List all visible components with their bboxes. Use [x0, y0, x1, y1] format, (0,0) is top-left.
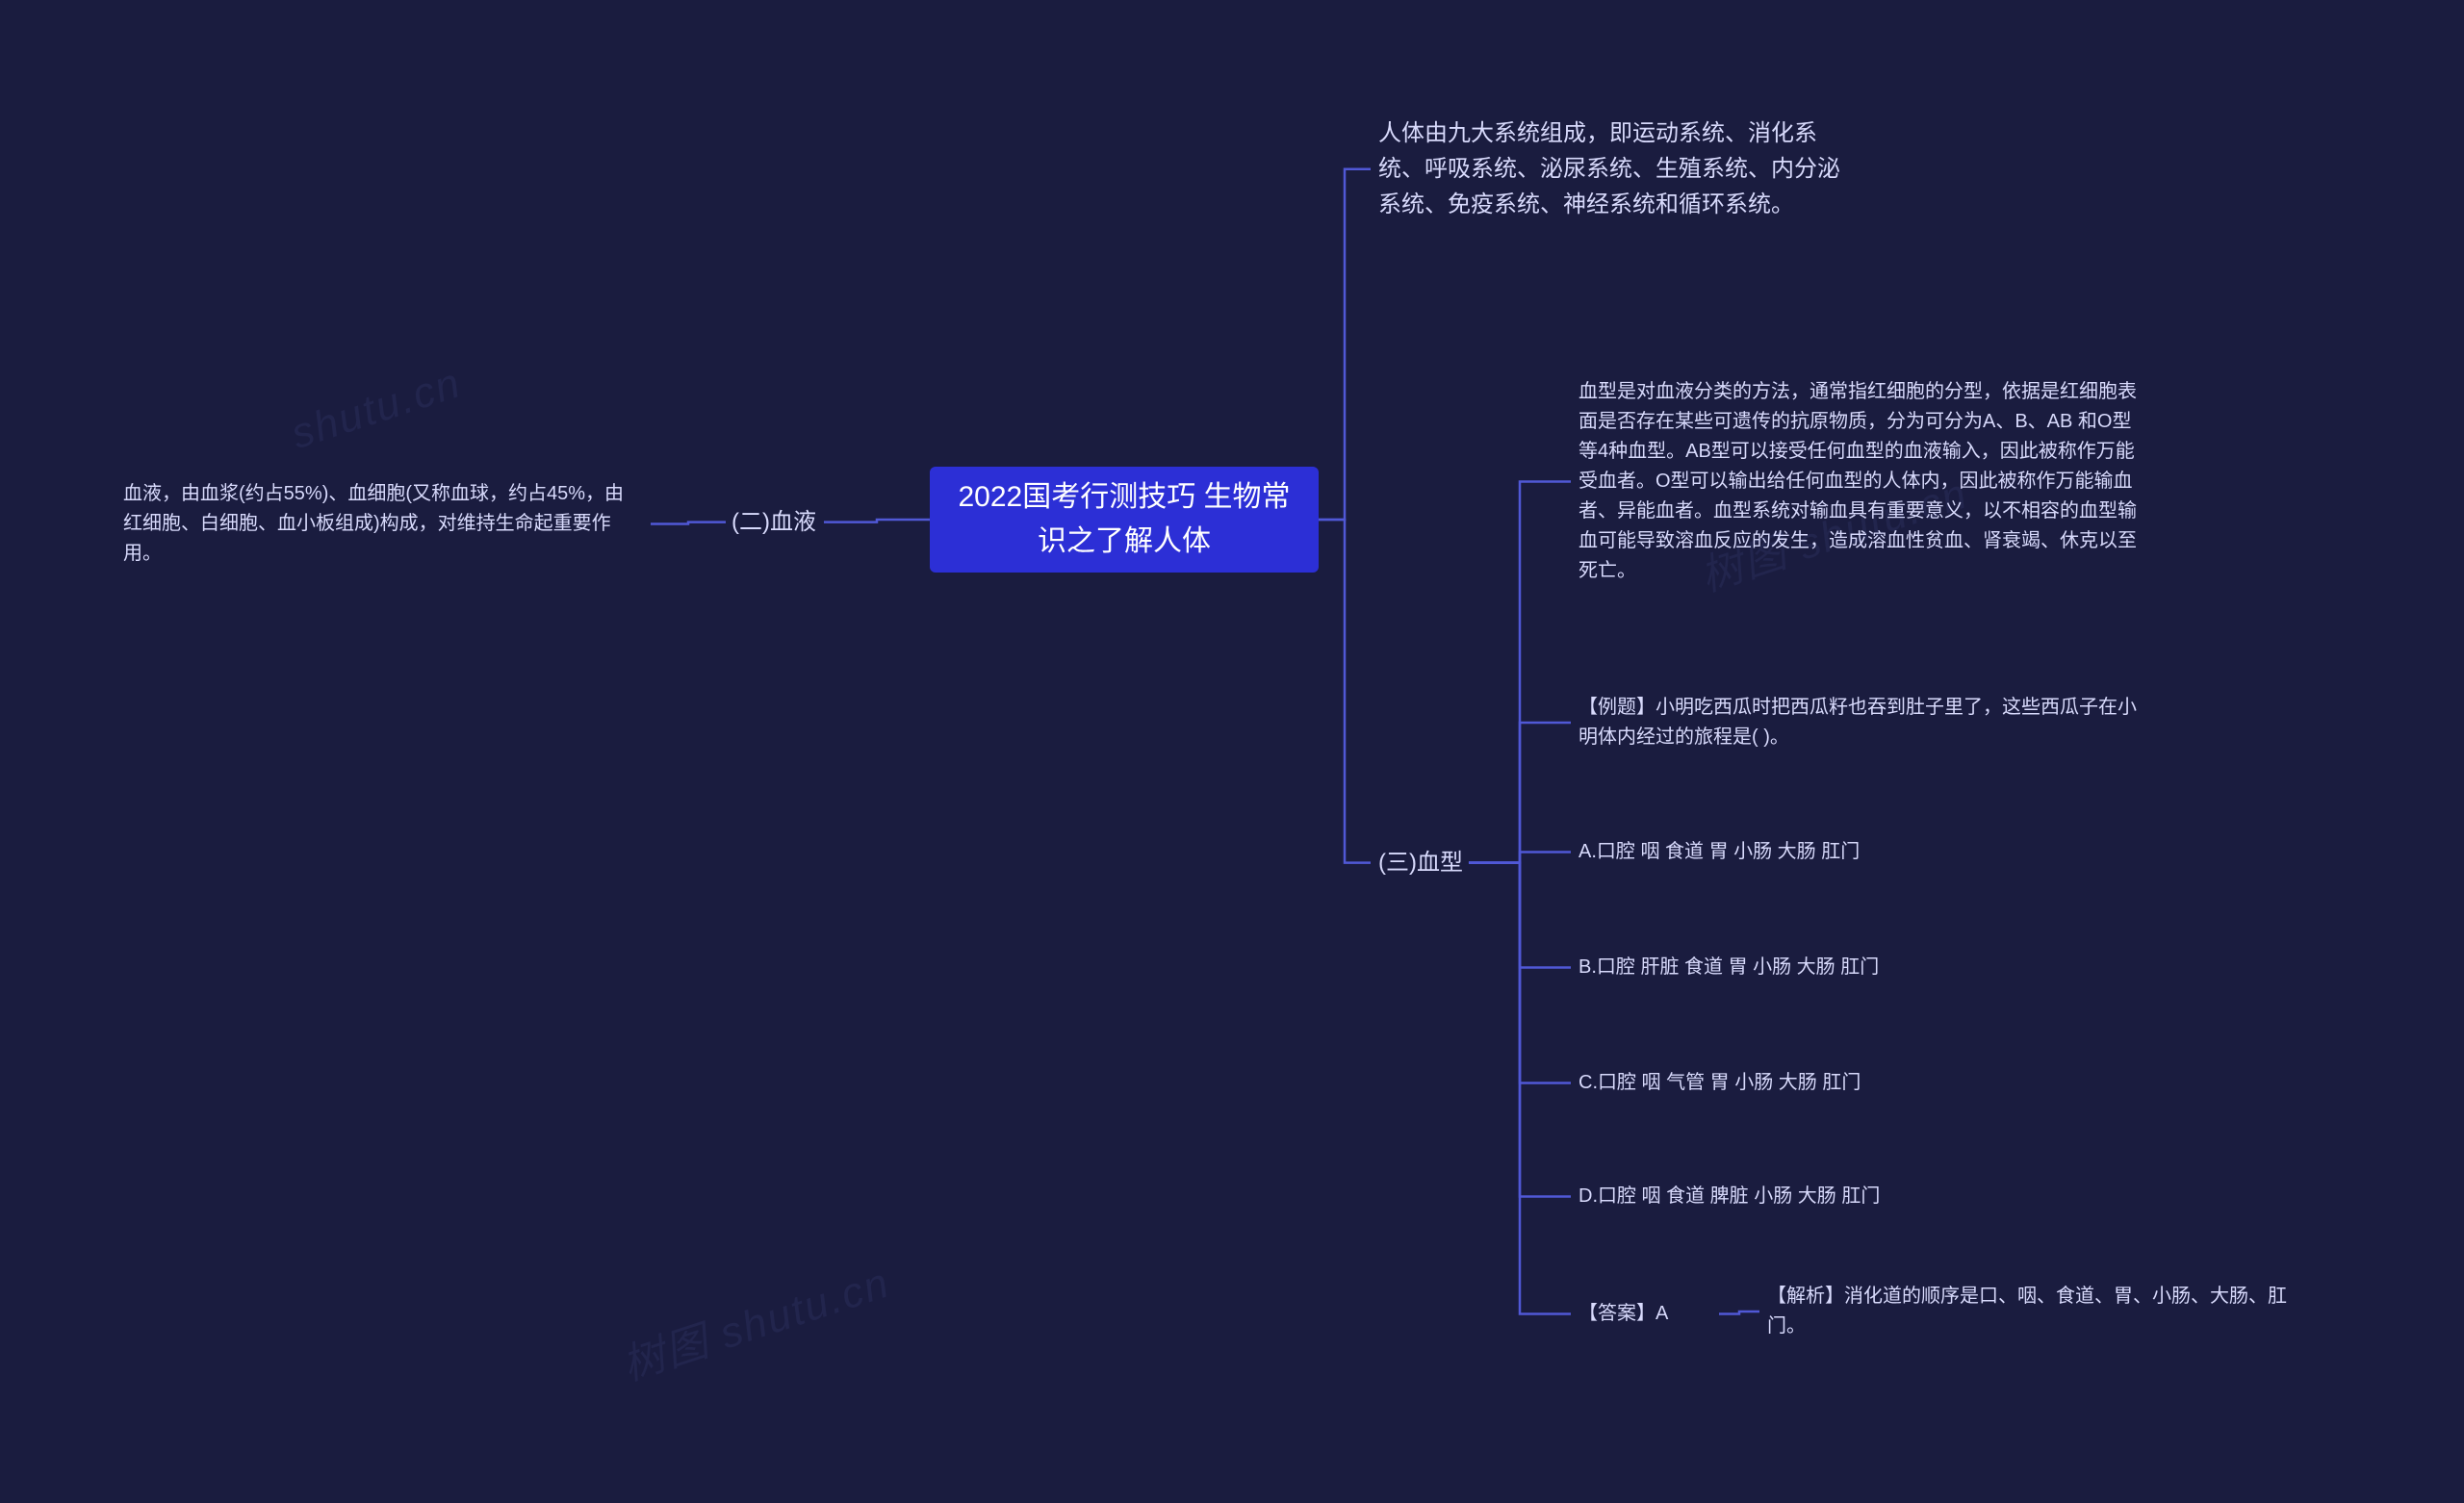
blood-type-desc: 血型是对血液分类的方法，通常指红细胞的分型，依据是红细胞表面是否存在某些可遗传的…	[1578, 377, 2143, 586]
answer-analysis: 【解析】消化道的顺序是口、咽、食道、胃、小肠、大肠、肛门。	[1767, 1282, 2306, 1341]
example-question: 【例题】小明吃西瓜时把西瓜籽也吞到肚子里了，这些西瓜子在小明体内经过的旅程是( …	[1578, 693, 2143, 752]
section-heading-blood-fluid: (二)血液	[732, 504, 816, 540]
section-body-blood-fluid: 血液，由血浆(约占55%)、血细胞(又称血球，约占45%，由红细胞、白细胞、血小…	[123, 479, 643, 569]
mindmap-root: 2022国考行测技巧 生物常识之了解人体	[930, 467, 1319, 573]
option-b: B.口腔 肝脏 食道 胃 小肠 大肠 肛门	[1578, 953, 2143, 982]
section-heading-blood-type: (三)血型	[1378, 845, 1463, 880]
option-a: A.口腔 咽 食道 胃 小肠 大肠 肛门	[1578, 837, 2143, 867]
section-body-nine-systems: 人体由九大系统组成，即运动系统、消化系统、呼吸系统、泌尿系统、生殖系统、内分泌系…	[1378, 115, 1844, 223]
option-c: C.口腔 咽 气管 胃 小肠 大肠 肛门	[1578, 1068, 2143, 1098]
answer-label: 【答案】A	[1578, 1299, 1713, 1329]
option-d: D.口腔 咽 食道 脾脏 小肠 大肠 肛门	[1578, 1182, 2143, 1211]
